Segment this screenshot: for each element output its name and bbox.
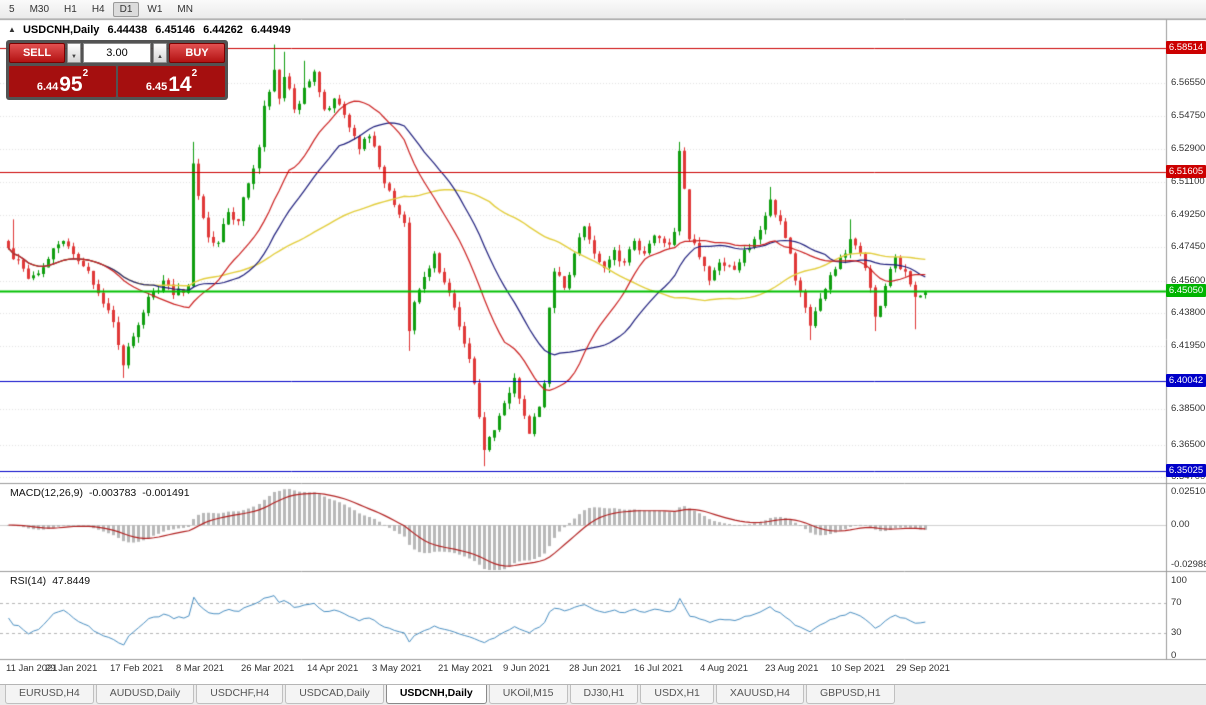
macd-tick-label: 0.00 xyxy=(1171,519,1190,530)
price-level-tag: 6.35025 xyxy=(1166,464,1206,478)
spinner-up-icon: ▲ xyxy=(157,53,163,60)
spinner-down-icon: ▼ xyxy=(71,53,77,60)
date-label: 4 Aug 2021 xyxy=(700,663,749,674)
date-label: 11 Jan 2021 xyxy=(6,663,58,674)
macd-value-signal: -0.001491 xyxy=(142,487,190,499)
price-level-tag: 6.58514 xyxy=(1166,40,1206,54)
chart-tab-usdx-h1[interactable]: USDX,H1 xyxy=(640,685,714,704)
chart-tab-eurusd-h4[interactable]: EURUSD,H4 xyxy=(5,685,94,704)
price-level-tag: 6.40042 xyxy=(1166,373,1206,387)
price-level-tag: 6.51605 xyxy=(1166,165,1206,179)
sell-button[interactable]: SELL xyxy=(9,43,65,63)
period-button-d1[interactable]: D1 xyxy=(112,1,140,17)
sell-price-prefix: 6.44 xyxy=(36,81,59,93)
rsi-tick-label: 30 xyxy=(1171,627,1182,638)
date-label: 16 Jul 2021 xyxy=(634,663,684,674)
price-level-tag: 6.45050 xyxy=(1166,283,1206,297)
date-label: 28 Jun 2021 xyxy=(569,663,622,674)
price-tick-label: 6.36500 xyxy=(1171,438,1206,450)
date-label: 10 Sep 2021 xyxy=(831,663,885,674)
buy-price-display[interactable]: 6.45 14 2 xyxy=(118,66,225,97)
rsi-tick-label: 100 xyxy=(1171,574,1187,586)
chart-title: ▲ USDCNH,Daily 6.44438 6.45146 6.44262 6… xyxy=(8,24,296,36)
rsi-tick-label: 0 xyxy=(1171,649,1177,661)
chart-tab-usdchf-h4[interactable]: USDCHF,H4 xyxy=(196,685,284,704)
rsi-indicator-label: RSI(14) 47.8449 xyxy=(10,575,96,587)
sell-price-display[interactable]: 6.44 95 2 xyxy=(9,66,116,97)
period-button-mn[interactable]: MN xyxy=(170,2,200,17)
sell-price-sup: 2 xyxy=(82,68,89,79)
price-tick-label: 6.51100 xyxy=(1171,175,1205,187)
date-label: 26 Mar 2021 xyxy=(241,663,295,674)
price-tick-label: 6.43800 xyxy=(1171,307,1206,319)
chart-tab-bar: EURUSD,H4 AUDUSD,Daily USDCHF,H4 USDCAD,Dai… xyxy=(0,684,1206,705)
price-tick-label: 6.56550 xyxy=(1171,77,1206,89)
macd-tick-label: -0.02988 xyxy=(1171,558,1206,570)
chart-tab-dj30-h1[interactable]: DJ30,H1 xyxy=(569,685,639,704)
sell-price-big: 95 xyxy=(59,73,83,96)
ohlc-close: 6.44949 xyxy=(250,24,291,36)
date-label: 8 Mar 2021 xyxy=(176,663,225,674)
price-tick-label: 6.45600 xyxy=(1171,274,1206,286)
period-button-h1[interactable]: H1 xyxy=(57,2,84,17)
price-tick-label: 6.38500 xyxy=(1171,402,1206,414)
time-axis[interactable]: 11 Jan 2021 29 Jan 2021 17 Feb 2021 8 Mar 2… xyxy=(0,661,1166,678)
period-button-5[interactable]: 5 xyxy=(2,2,22,17)
buy-button[interactable]: BUY xyxy=(169,43,225,63)
price-tick-label: 6.41950 xyxy=(1171,340,1206,352)
price-axis[interactable]: 6.56550 6.54750 6.52900 6.51100 6.49250 6.474… xyxy=(1166,19,1206,667)
symbol-period-label: USDCNH,Daily xyxy=(22,24,100,36)
date-label: 29 Jan 2021 xyxy=(45,663,98,674)
date-label: 14 Apr 2021 xyxy=(307,663,359,674)
volume-increase-button[interactable]: ▲ xyxy=(153,43,167,63)
chart-tab-xauusd-h4[interactable]: XAUUSD,H4 xyxy=(715,685,804,704)
volume-decrease-button[interactable]: ▼ xyxy=(67,43,81,63)
ohlc-high: 6.45146 xyxy=(155,24,196,36)
macd-value-main: -0.003783 xyxy=(88,487,137,499)
chart-tab-ukoil-m15[interactable]: UKOil,M15 xyxy=(488,685,568,704)
price-tick-label: 6.49250 xyxy=(1171,208,1206,220)
volume-input[interactable] xyxy=(83,43,151,63)
price-tick-label: 6.47450 xyxy=(1171,241,1206,253)
macd-indicator-label: MACD(12,26,9) -0.003783 -0.001491 xyxy=(10,487,196,499)
buy-price-big: 14 xyxy=(168,73,192,96)
macd-name: MACD(12,26,9) xyxy=(10,487,83,499)
ohlc-open: 6.44438 xyxy=(107,24,148,36)
chart-tab-usdcad-daily[interactable]: USDCAD,Daily xyxy=(285,685,384,704)
date-label: 17 Feb 2021 xyxy=(110,663,164,674)
date-label: 29 Sep 2021 xyxy=(896,663,950,674)
rsi-value: 47.8449 xyxy=(52,575,91,587)
timeframe-toolbar: 5 M30 H1 H4 D1 W1 MN xyxy=(0,0,1206,19)
collapse-arrow-icon[interactable]: ▲ xyxy=(8,25,16,34)
ohlc-low: 6.44262 xyxy=(203,24,243,36)
date-label: 21 May 2021 xyxy=(438,663,493,674)
chart-tab-usdcnh-daily[interactable]: USDCNH,Daily xyxy=(385,685,487,704)
macd-tick-label: 0.025108 xyxy=(1171,485,1206,497)
period-button-h4[interactable]: H4 xyxy=(85,2,112,17)
rsi-tick-label: 70 xyxy=(1171,597,1182,608)
price-tick-label: 6.54750 xyxy=(1171,109,1206,121)
buy-price-sup: 2 xyxy=(191,68,198,79)
chart-tab-gbpusd-h1[interactable]: GBPUSD,H1 xyxy=(806,685,895,704)
period-button-w1[interactable]: W1 xyxy=(140,2,169,17)
buy-price-prefix: 6.45 xyxy=(145,81,168,93)
date-label: 3 May 2021 xyxy=(372,663,422,674)
chart-tab-audusd-daily[interactable]: AUDUSD,Daily xyxy=(95,685,195,704)
date-label: 9 Jun 2021 xyxy=(503,663,551,674)
period-button-m30[interactable]: M30 xyxy=(23,2,56,17)
rsi-name: RSI(14) xyxy=(10,575,47,587)
date-label: 23 Aug 2021 xyxy=(765,663,819,674)
price-tick-label: 6.52900 xyxy=(1171,143,1206,155)
